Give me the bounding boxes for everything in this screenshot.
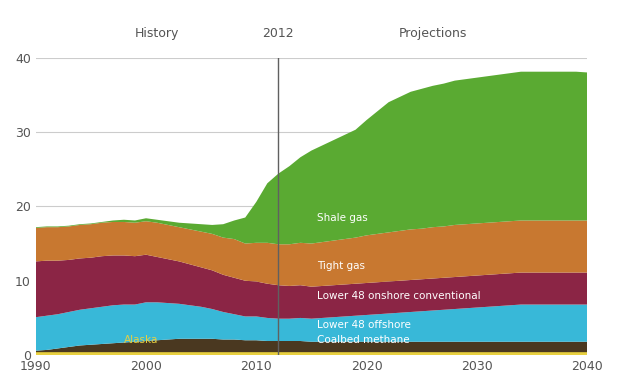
Text: History: History [135, 27, 179, 40]
Text: 2012: 2012 [263, 27, 294, 40]
Text: Alaska: Alaska [124, 335, 158, 345]
Text: Coalbed methane: Coalbed methane [317, 334, 410, 345]
Text: Shale gas: Shale gas [317, 213, 368, 222]
Text: Lower 48 onshore conventional: Lower 48 onshore conventional [317, 291, 481, 301]
Text: Projections: Projections [399, 27, 467, 40]
Text: Tight gas: Tight gas [317, 261, 365, 271]
Text: Lower 48 offshore: Lower 48 offshore [317, 320, 411, 330]
